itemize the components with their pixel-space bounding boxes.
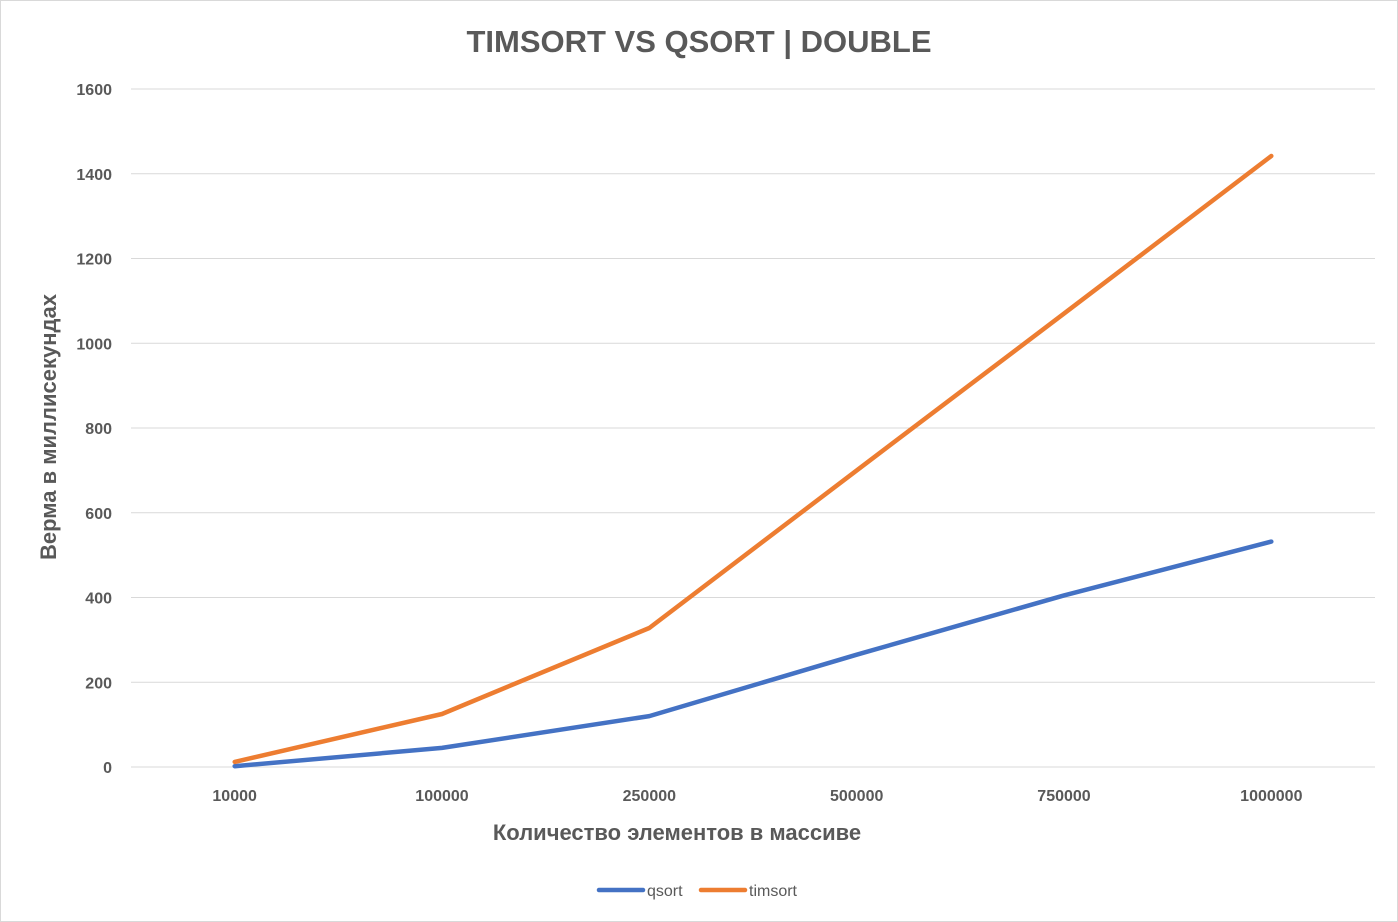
y-tick-label: 1600	[76, 82, 112, 99]
x-axis-title: Количество элементов в массиве	[493, 820, 861, 845]
y-axis-ticks: 0 200 400 600 800 1000 1200 1400 1600	[76, 82, 112, 777]
series-line-timsort	[232, 153, 1274, 765]
x-tick-label: 100000	[415, 788, 468, 805]
y-tick-label: 1000	[76, 336, 112, 353]
x-tick-label: 1000000	[1240, 788, 1302, 805]
y-axis-title: Верма в миллисекундах	[36, 293, 61, 560]
legend-label-timsort: timsort	[749, 883, 798, 900]
y-tick-label: 800	[85, 421, 112, 438]
x-tick-label: 250000	[623, 788, 676, 805]
legend-label-qsort: qsort	[647, 883, 683, 900]
x-tick-label: 500000	[830, 788, 883, 805]
y-tick-label: 1400	[76, 167, 112, 184]
chart-title: TIMSORT VS QSORT | DOUBLE	[466, 24, 931, 59]
y-tick-label: 200	[85, 675, 112, 692]
y-tick-label: 1200	[76, 252, 112, 269]
gridlines	[131, 88, 1375, 768]
series-lines	[232, 153, 1274, 769]
x-axis-ticks: 10000 100000 250000 500000 750000 1000000	[212, 788, 1302, 805]
x-tick-label: 10000	[212, 788, 257, 805]
y-tick-label: 0	[103, 760, 112, 777]
x-tick-label: 750000	[1037, 788, 1090, 805]
y-tick-label: 400	[85, 591, 112, 608]
legend: qsort timsort	[596, 883, 798, 900]
series-line-qsort	[232, 539, 1274, 769]
y-tick-label: 600	[85, 506, 112, 523]
